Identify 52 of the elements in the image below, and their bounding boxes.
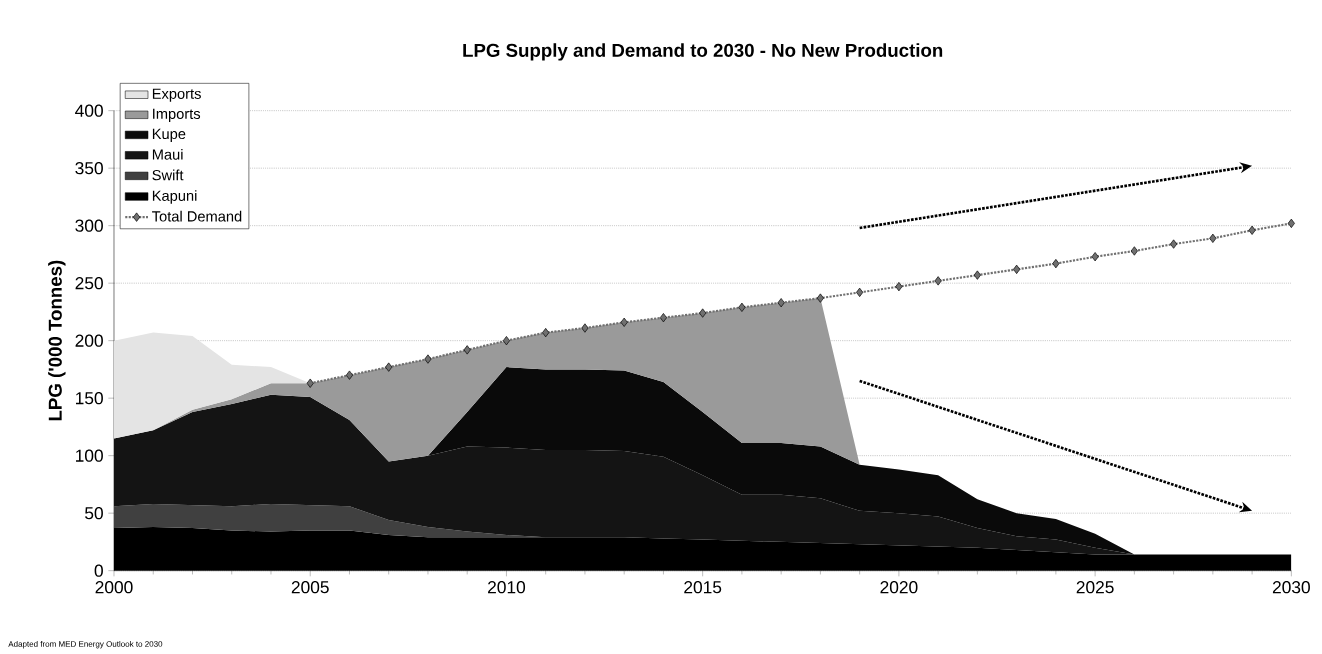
point	[1052, 259, 1060, 269]
point	[777, 298, 785, 308]
point	[581, 323, 589, 333]
x-tick-label: 2000	[95, 581, 133, 594]
point	[895, 282, 903, 292]
point	[1209, 233, 1217, 243]
x-tick-label: 2030	[1272, 581, 1310, 594]
y-tick-label: 150	[76, 392, 103, 405]
point	[345, 370, 354, 380]
chart-title: LPG Supply and Demand to 2030 - No New Production	[463, 43, 943, 61]
text: Adapted from MED Energy Outlook to 2030	[8, 640, 163, 649]
point	[738, 302, 746, 312]
point	[1170, 239, 1178, 249]
legend-label: Maui	[152, 148, 183, 160]
y-tick-label: 350	[75, 162, 103, 175]
point	[463, 345, 471, 355]
point	[424, 354, 432, 364]
point	[385, 362, 393, 372]
point	[1091, 252, 1099, 262]
point	[620, 317, 628, 327]
point	[1130, 246, 1138, 256]
legend-label: Swift	[152, 169, 184, 181]
y-tick-label: 100	[76, 449, 103, 462]
legend-label: Kapuni	[152, 190, 197, 204]
x-tick-label: 2005	[291, 581, 329, 594]
y-tick-label: 250	[75, 277, 103, 290]
x-tick-label: 2020	[880, 581, 918, 594]
legend-label: Total Demand	[152, 210, 242, 222]
legend-label: Imports	[153, 108, 201, 122]
point	[659, 313, 667, 323]
point	[542, 328, 550, 338]
point	[1248, 225, 1256, 235]
y-tick-label: 200	[75, 334, 103, 347]
y-tick-label: 400	[75, 104, 103, 117]
y-tick-label: 300	[75, 219, 103, 232]
point	[973, 270, 981, 280]
point	[1013, 264, 1021, 274]
legend-label: Kupe	[152, 128, 186, 142]
point	[934, 276, 942, 286]
point	[699, 308, 707, 318]
y-tick-label: 50	[85, 507, 103, 520]
point	[1287, 218, 1295, 228]
point	[306, 378, 314, 388]
x-tick-label: 2015	[684, 581, 722, 594]
point	[856, 287, 864, 297]
y-tick-label: 0	[94, 564, 103, 577]
point	[502, 336, 510, 346]
point	[816, 293, 824, 303]
x-tick-label: 2010	[488, 581, 526, 594]
x-tick-label: 2025	[1076, 581, 1114, 594]
legend-label: Exports	[152, 88, 201, 102]
y-axis-title: LPG ('000 Tonnes)	[48, 260, 66, 421]
